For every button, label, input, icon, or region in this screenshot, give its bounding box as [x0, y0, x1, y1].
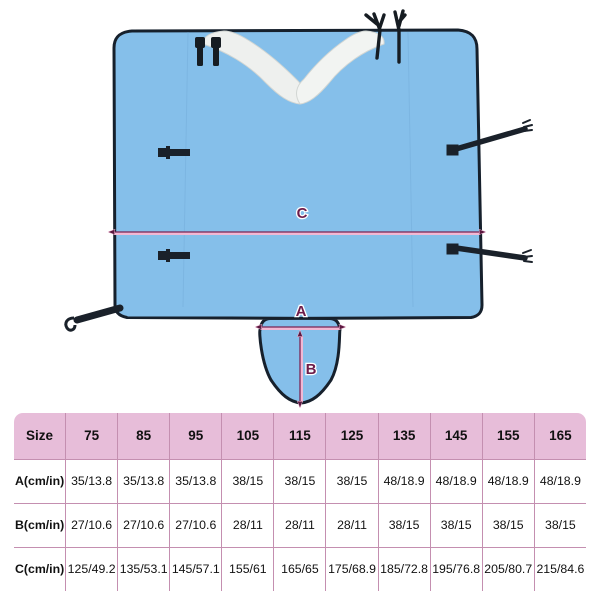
- svg-text:C: C: [297, 205, 308, 222]
- svg-text:A: A: [296, 303, 307, 320]
- svg-text:B: B: [306, 361, 317, 378]
